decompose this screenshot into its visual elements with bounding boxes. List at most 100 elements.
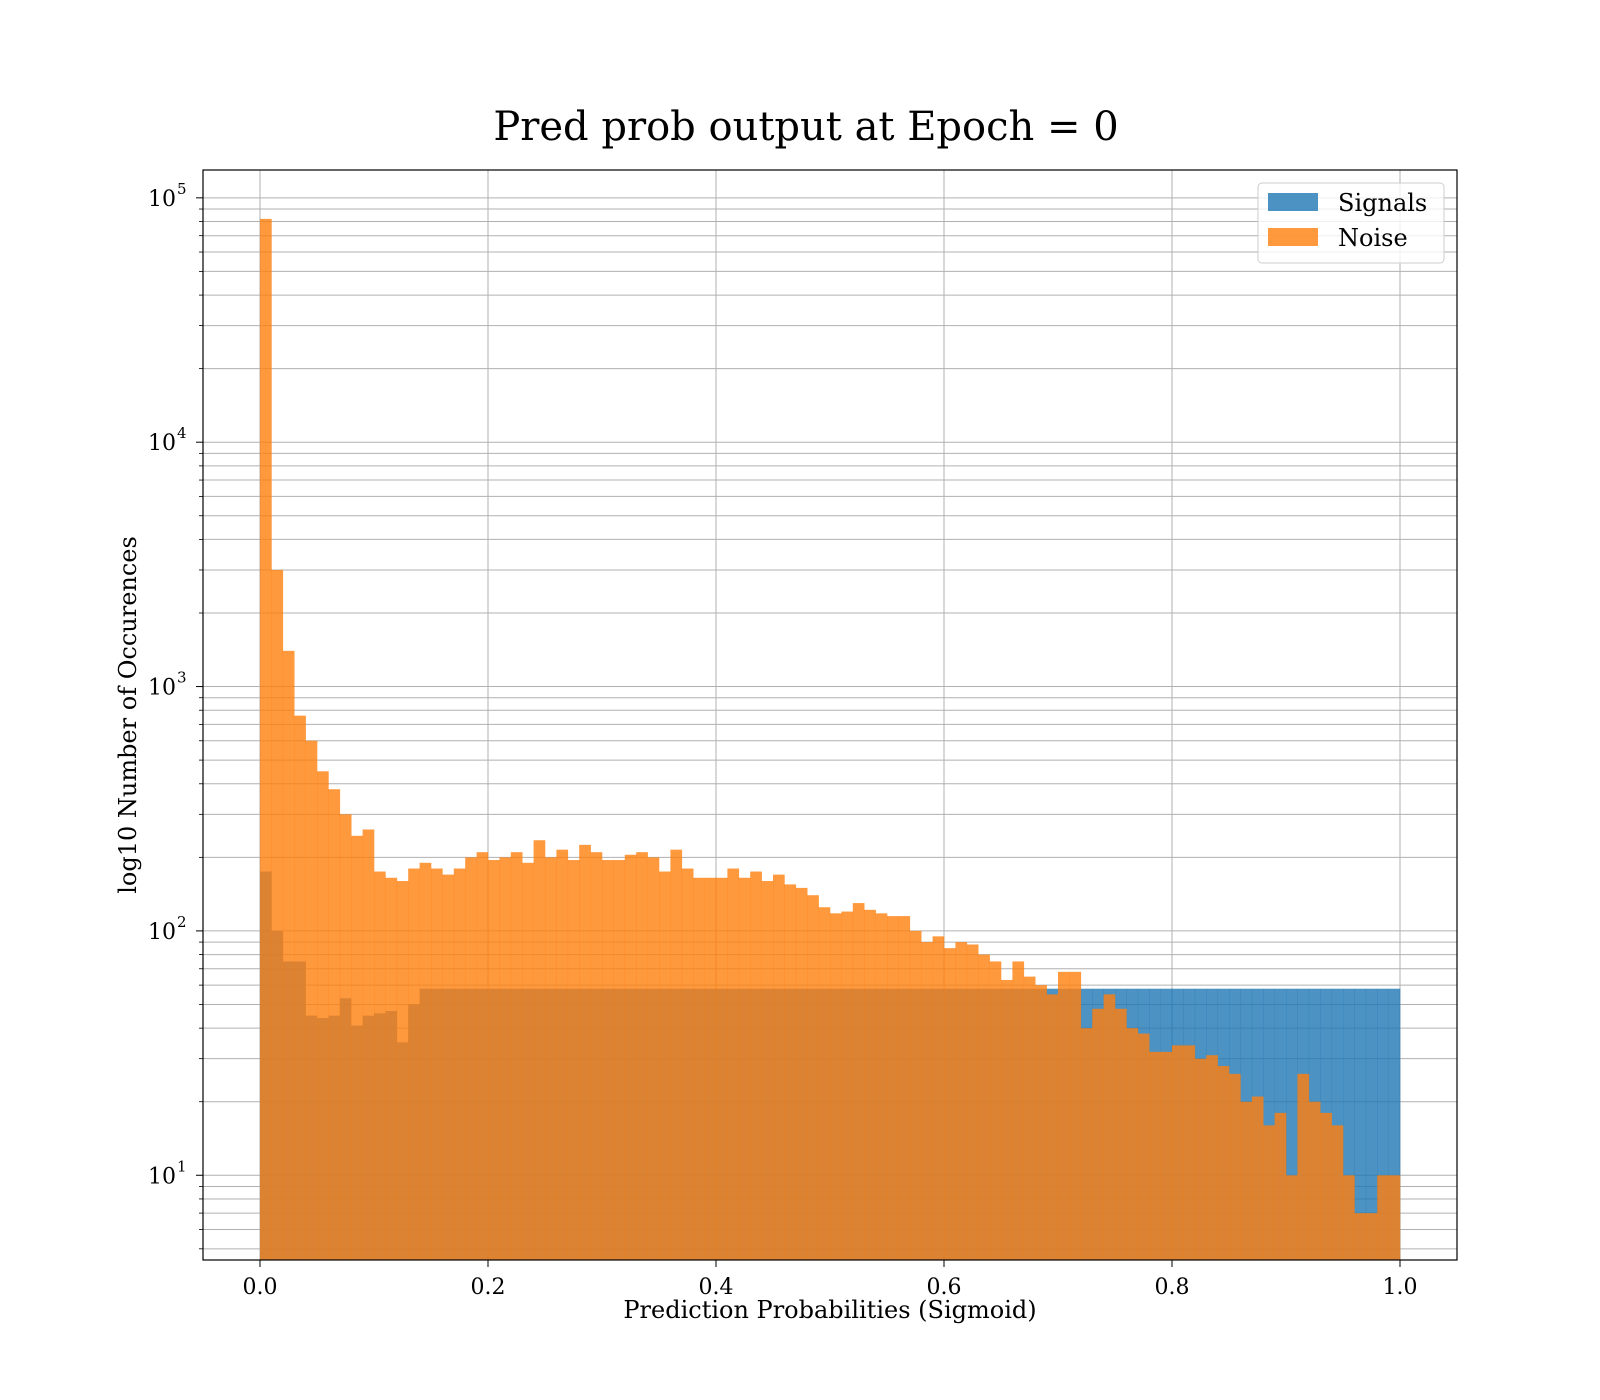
signals-bar [1331,988,1344,1260]
noise-bar [875,913,888,1260]
noise-bar [1126,1028,1139,1260]
noise-bar [1001,979,1013,1260]
noise-bar [431,868,443,1260]
noise-bar [1137,1033,1150,1260]
noise-bar [396,881,409,1260]
noise-bar [1240,1101,1253,1260]
noise-bar [499,857,512,1260]
y-tick-exponent: 5 [177,180,187,198]
y-tick-exponent: 3 [177,669,187,687]
noise-bar [385,877,398,1260]
noise-bar [317,771,329,1260]
noise-bar [294,715,306,1260]
noise-bar [545,857,557,1260]
noise-bar [1160,1051,1173,1260]
noise-bar [704,877,717,1260]
legend-label-noise: Noise [1338,224,1408,252]
noise-bar [1080,1028,1093,1260]
noise-bar [921,942,933,1260]
noise-bar [260,218,272,1260]
noise-bar [1331,1125,1344,1260]
noise-bar [1286,1175,1298,1260]
x-tick-label: 0.2 [471,1275,506,1300]
noise-bar [476,852,489,1260]
noise-bar [830,913,842,1260]
y-tick-label: 10 [148,187,176,212]
noise-bar [453,868,466,1260]
noise-bar [1274,1112,1287,1260]
noise-bar [374,871,386,1260]
signals-bar [1343,988,1355,1260]
noise-bar [750,871,762,1260]
noise-bars [260,218,1401,1260]
x-axis-ticks: 0.0 0.2 0.4 0.6 0.8 1.0 [243,1260,1418,1300]
noise-bar [613,860,626,1260]
noise-bar [1172,1045,1184,1260]
noise-bar [567,860,580,1260]
noise-bar [1012,961,1025,1260]
noise-bar [1149,1051,1161,1260]
noise-bar [841,911,854,1260]
noise-bar [681,868,694,1260]
noise-bar [795,887,808,1260]
noise-bar [727,868,740,1260]
noise-bar [944,948,956,1260]
noise-bar [761,881,774,1260]
noise-bar [488,860,500,1260]
noise-bar [1115,1008,1127,1260]
noise-bar [1058,971,1070,1260]
noise-bar [1365,1213,1378,1260]
noise-bar [1035,985,1047,1260]
noise-bar [419,862,432,1260]
signals-bar [1263,988,1275,1260]
noise-bar [556,849,569,1260]
noise-bar [351,835,363,1260]
noise-bar [602,860,614,1260]
x-tick-label: 1.0 [1383,1275,1418,1300]
noise-bar [909,930,922,1260]
y-tick-exponent: 1 [177,1157,187,1175]
noise-bar [1217,1065,1230,1260]
y-axis-label: log10 Number of Occurences [114,536,142,894]
chart-title: Pred prob output at Epoch = 0 [493,104,1118,150]
noise-bar [510,852,523,1260]
noise-bar [647,857,660,1260]
x-tick-label: 0.4 [699,1275,734,1300]
noise-bar [328,789,341,1260]
noise-bar [408,868,420,1260]
noise-bar [898,916,911,1260]
noise-bar [533,840,546,1260]
noise-bar [716,877,728,1260]
noise-bar [271,569,284,1260]
noise-bar [989,961,1002,1260]
noise-bar [807,895,819,1260]
noise-bar [978,954,990,1260]
noise-bar [1263,1125,1275,1260]
x-tick-label: 0.6 [927,1275,962,1300]
noise-bar [305,740,318,1260]
plot-frame [202,169,1458,1261]
legend-swatch-noise [1268,228,1318,246]
noise-bar [1092,1008,1104,1260]
legend-swatch-signals [1268,193,1318,211]
signals-bar [1286,988,1298,1260]
noise-bar [966,944,979,1260]
signals-bar [1388,988,1401,1260]
noise-bar [738,877,751,1260]
noise-bar [773,874,785,1260]
noise-bar [624,854,637,1260]
y-tick-exponent: 2 [177,913,187,931]
noise-bar [465,857,477,1260]
y-tick-label: 10 [148,920,176,945]
noise-bar [339,814,352,1260]
noise-bar [1320,1112,1332,1260]
signals-bar [1377,988,1389,1260]
noise-bar [1354,1213,1367,1260]
noise-bar [1206,1055,1218,1260]
noise-bar [1388,1175,1401,1260]
noise-bar [636,852,648,1260]
legend: Signals Noise [1257,182,1445,264]
y-tick-exponent: 4 [177,424,187,442]
